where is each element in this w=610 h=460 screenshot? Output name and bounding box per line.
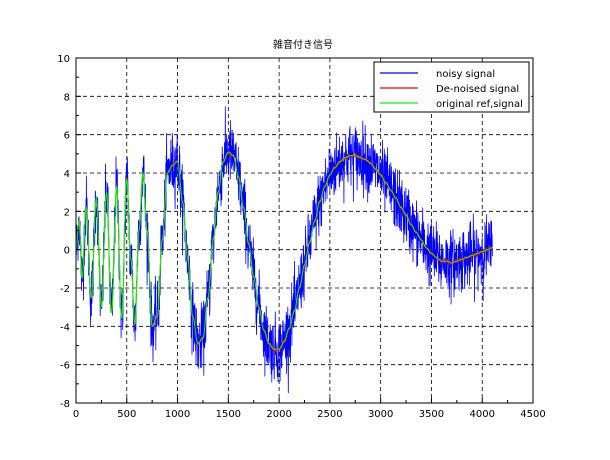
- y-tick-label: -6: [60, 361, 70, 372]
- legend-box: [373, 61, 530, 113]
- tick-layer: 0 500 1000 1500 2000 2500 3000 3500 4000 4500 -8 -6…: [57, 54, 545, 420]
- y-tick-label: 2: [64, 207, 70, 218]
- legend: noisy signal De-noised signal original ref…: [373, 61, 530, 113]
- y-tick-label: -4: [60, 322, 70, 333]
- series-layer: [75, 106, 493, 394]
- legend-label: De-noised signal: [436, 84, 519, 95]
- x-tick-label: 3000: [368, 409, 393, 420]
- x-tick-label: 500: [117, 409, 136, 420]
- y-tick-label: 10: [57, 54, 70, 65]
- y-tick-label: 8: [64, 92, 70, 103]
- x-tick-label: 1000: [165, 409, 190, 420]
- x-tick-label: 4000: [469, 409, 494, 420]
- chart-title: 雑音付き信号: [273, 38, 333, 51]
- x-tick-label: 0: [73, 409, 79, 420]
- y-tick-label: 6: [64, 131, 70, 142]
- legend-label: noisy signal: [436, 69, 495, 80]
- y-tick-label: -8: [60, 399, 70, 410]
- x-tick-label: 4500: [520, 409, 545, 420]
- series-line-original-ref-signal: [75, 151, 493, 350]
- x-tick-label: 1500: [216, 409, 241, 420]
- y-tick-label: -2: [60, 284, 70, 295]
- y-tick-label: 4: [64, 169, 70, 180]
- legend-label: original ref,signal: [436, 99, 523, 110]
- y-tick-label: 0: [64, 246, 70, 257]
- x-tick-label: 2500: [317, 409, 342, 420]
- x-tick-label: 2000: [266, 409, 291, 420]
- x-tick-label: 3500: [419, 409, 444, 420]
